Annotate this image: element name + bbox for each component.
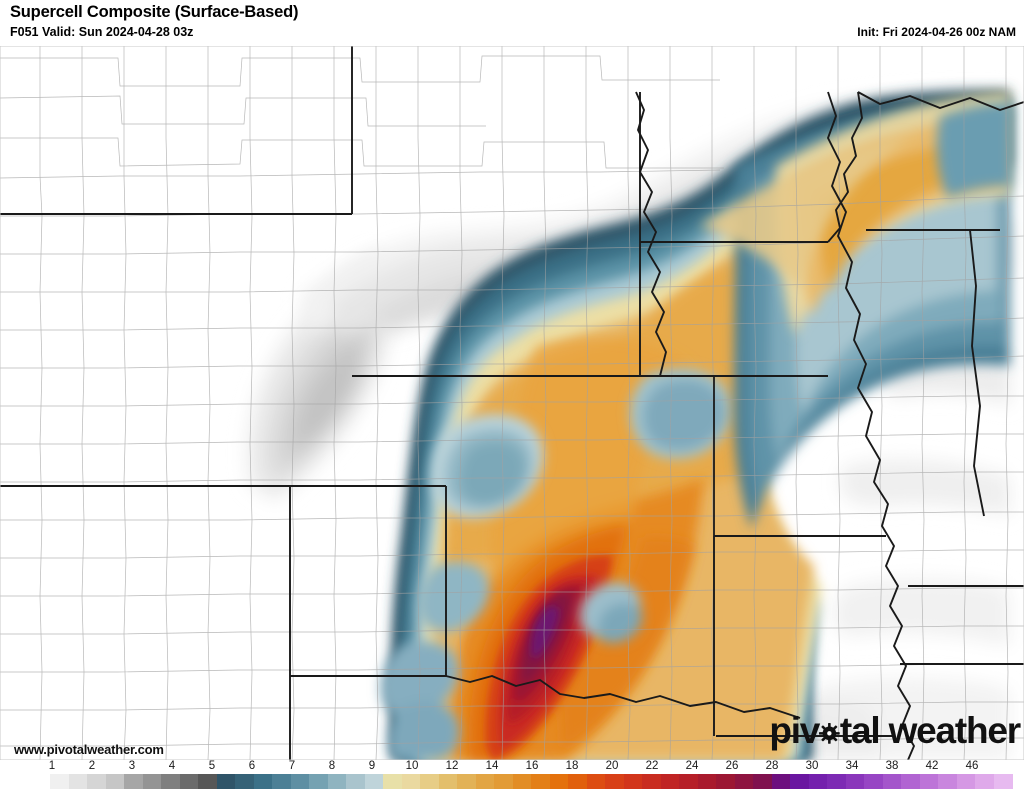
colorbar-tick-labels: 1 2 3 4 5 6 7 8 9 10 12 14 16 18 20 22 24 26 28 30 34 38 42 46: [0, 760, 1024, 775]
colorbar-tick: 38: [885, 760, 899, 772]
map-canvas[interactable]: www.pivotalweather.com piv: [0, 46, 1024, 760]
colorbar-segment: [87, 774, 107, 789]
colorbar-segment: [383, 774, 403, 789]
colorbar-tick: 6: [248, 760, 256, 772]
colorbar-segment: [716, 774, 736, 789]
colorbar-segment: [975, 774, 995, 789]
colorbar-segment: [790, 774, 810, 789]
colorbar-segment: [956, 774, 976, 789]
colorbar-segment: [623, 774, 643, 789]
colorbar-segment: [216, 774, 236, 789]
colorbar-segment: [364, 774, 384, 789]
colorbar-segment: [142, 774, 163, 789]
colorbar-segment: [179, 774, 199, 789]
colorbar-tick: 22: [645, 760, 659, 772]
colorbar-tick: 24: [685, 760, 699, 772]
page-title: Supercell Composite (Surface-Based): [10, 3, 299, 21]
colorbar-segment: [660, 774, 680, 789]
colorbar-tick: 12: [445, 760, 459, 772]
state-boundaries: [0, 46, 1024, 760]
colorbar-segment: [68, 774, 89, 789]
colorbar-segment: [512, 774, 532, 789]
colorbar-tick: 28: [765, 760, 779, 772]
colorbar-tick: 8: [328, 760, 336, 772]
colorbar-segment: [919, 774, 939, 789]
colorbar-segment: [771, 774, 791, 789]
county-boundaries: [0, 46, 1024, 760]
colorbar-tick: 9: [368, 760, 376, 772]
valid-time-label: F051 Valid: Sun 2024-04-28 03z: [10, 25, 194, 39]
colorbar[interactable]: 1 2 3 4 5 6 7 8 9 10 12 14 16 18 20 22 24 26 28 30 34 38 42 46: [0, 760, 1024, 791]
colorbar-segment: [438, 774, 458, 789]
colorbar-tick: 3: [128, 760, 136, 772]
colorbar-tick: 18: [565, 760, 579, 772]
colorbar-tick: 7: [288, 760, 296, 772]
colorbar-segment: [494, 774, 514, 789]
colorbar-tick: 46: [965, 760, 979, 772]
colorbar-tick: 5: [208, 760, 216, 772]
colorbar-segment: [568, 774, 588, 789]
colorbar-segment: [457, 774, 477, 789]
colorbar-tick: 34: [845, 760, 859, 772]
colorbar-tick: 30: [805, 760, 819, 772]
colorbar-segment: [531, 774, 551, 789]
colorbar-segment: [105, 774, 126, 789]
site-url: www.pivotalweather.com: [14, 742, 164, 757]
colorbar-segment: [549, 774, 569, 789]
colorbar-segment: [734, 774, 754, 789]
colorbar-tick: 1: [48, 760, 56, 772]
colorbar-segment: [235, 774, 255, 789]
gear-icon: [819, 723, 840, 745]
map-header: Supercell Composite (Surface-Based) F051…: [0, 0, 1024, 46]
pivotal-weather-logo: piv tal weather: [769, 710, 1021, 751]
colorbar-segment: [864, 774, 884, 789]
colorbar-segment: [642, 774, 662, 789]
colorbar-tick: 4: [168, 760, 176, 772]
colorbar-segment: [901, 774, 921, 789]
colorbar-segment: [753, 774, 773, 789]
colorbar-tick: 10: [405, 760, 419, 772]
colorbar-segment: [272, 774, 292, 789]
logo-text-pre: piv: [769, 710, 820, 751]
colorbar-tick: 2: [88, 760, 96, 772]
colorbar-segment: [346, 774, 366, 789]
colorbar-segment: [845, 774, 865, 789]
colorbar-segment: [679, 774, 699, 789]
colorbar-segment: [605, 774, 625, 789]
colorbar-segment: [993, 774, 1013, 789]
colorbar-tick: 42: [925, 760, 939, 772]
colorbar-strip[interactable]: [0, 774, 1024, 789]
colorbar-tick: 14: [485, 760, 499, 772]
colorbar-segment: [32, 774, 52, 789]
contour-fill-layer: [246, 90, 1012, 760]
colorbar-segment: [938, 774, 958, 789]
colorbar-segment: [50, 774, 70, 789]
colorbar-tick: 16: [525, 760, 539, 772]
colorbar-segment: [161, 774, 181, 789]
colorbar-segment: [420, 774, 440, 789]
colorbar-segment: [882, 774, 902, 789]
colorbar-segment: [253, 774, 273, 789]
colorbar-segment: [290, 774, 310, 789]
logo-text-post: tal weather: [839, 710, 1021, 751]
colorbar-segment: [198, 774, 218, 789]
colorbar-tick: 20: [605, 760, 619, 772]
colorbar-segment: [309, 774, 329, 789]
colorbar-tick: 26: [725, 760, 739, 772]
map-svg: [0, 46, 1024, 760]
colorbar-segment: [697, 774, 717, 789]
colorbar-segment: [124, 774, 144, 789]
colorbar-segment: [586, 774, 606, 789]
colorbar-segment: [808, 774, 828, 789]
colorbar-segment: [401, 774, 421, 789]
colorbar-segment: [827, 774, 847, 789]
init-time-label: Init: Fri 2024-04-26 00z NAM: [857, 25, 1016, 39]
colorbar-segment: [327, 774, 347, 789]
colorbar-segment: [475, 774, 495, 789]
